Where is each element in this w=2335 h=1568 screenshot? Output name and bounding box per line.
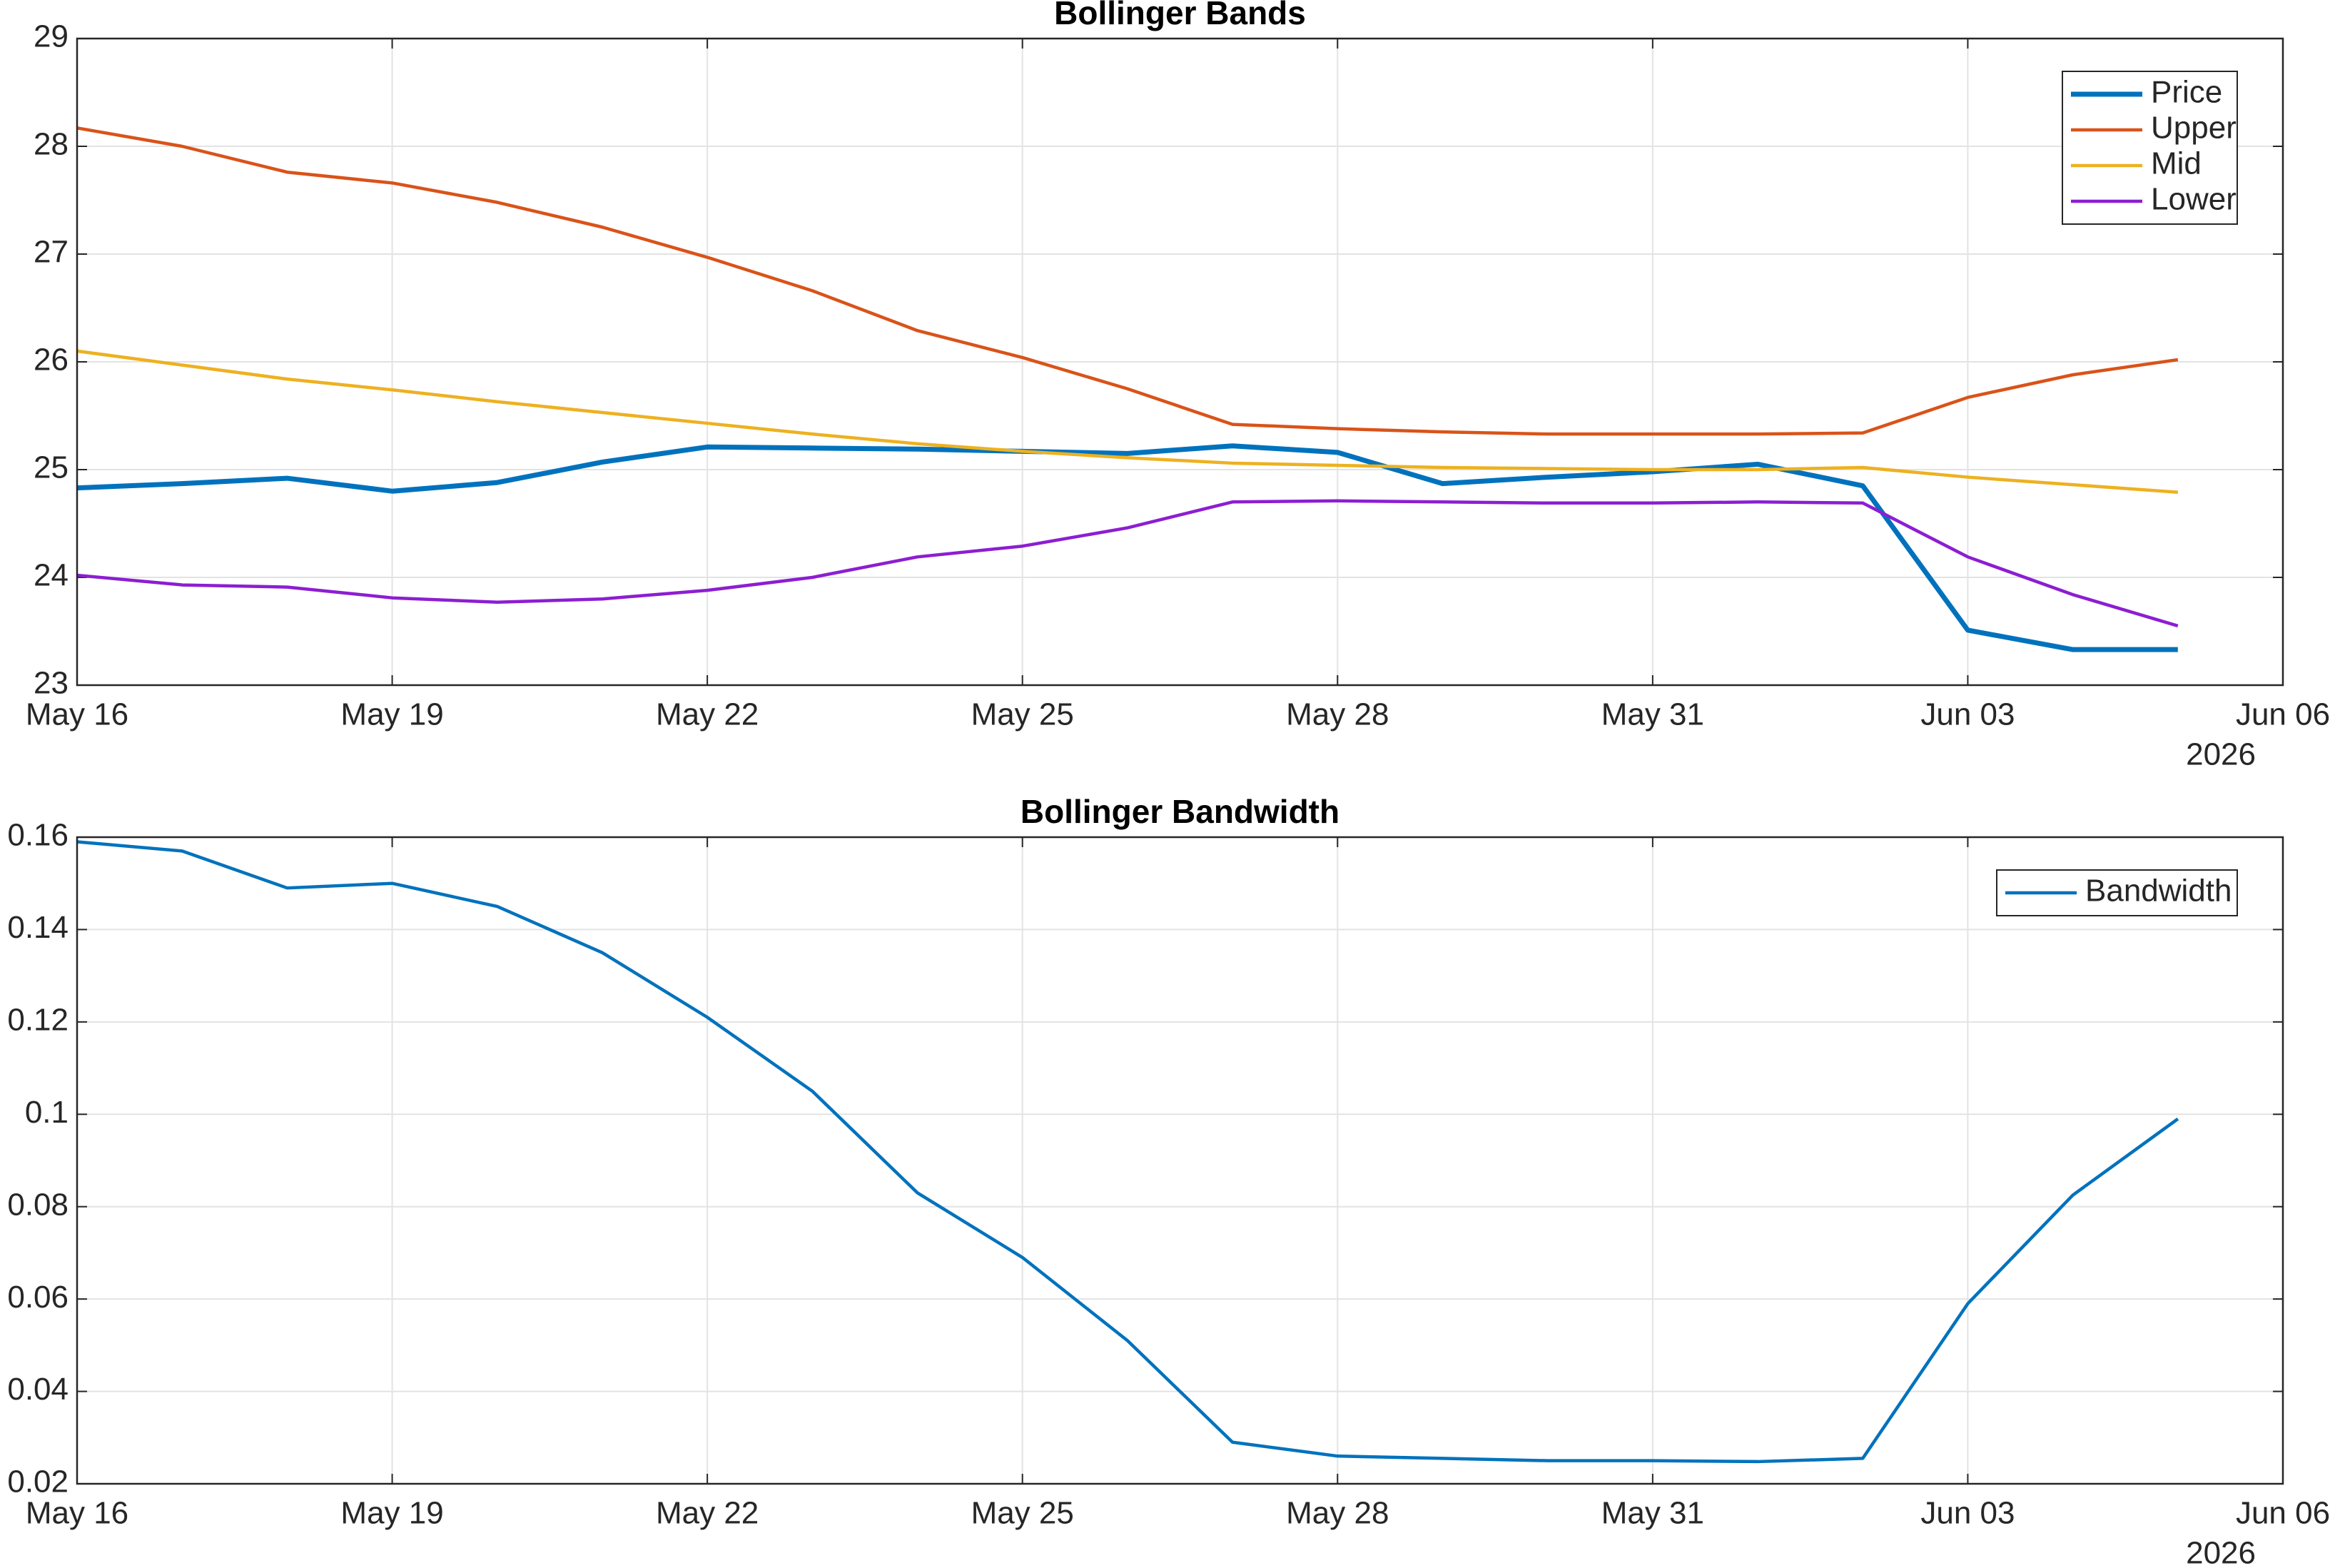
- x-tick-label: May 19: [340, 697, 443, 732]
- chart-title: Bollinger Bands: [1054, 0, 1306, 31]
- series-line: [76, 499, 2179, 628]
- x-tick-label: May 22: [656, 1496, 759, 1531]
- y-tick-label: 0.04: [7, 1372, 69, 1407]
- y-tick-label: 0.06: [7, 1280, 69, 1315]
- series-line: [76, 349, 2178, 494]
- y-tick-label: 26: [34, 343, 69, 378]
- x-tick-label: May 16: [26, 1496, 128, 1531]
- x-year-label: 2026: [2186, 1536, 2256, 1568]
- legend-label: Upper: [2151, 111, 2237, 146]
- y-tick-label: 29: [34, 19, 69, 54]
- series-line: [76, 126, 2179, 436]
- series-line: [76, 443, 2178, 652]
- legend-label: Bandwidth: [2085, 874, 2232, 909]
- y-tick-label: 0.12: [7, 1002, 69, 1037]
- legend-label: Price: [2151, 75, 2222, 110]
- x-tick-label: May 16: [26, 697, 128, 732]
- series-line: [76, 840, 2179, 1464]
- y-tick-label: 23: [34, 666, 69, 701]
- x-year-label: 2026: [2186, 737, 2256, 772]
- chart-title: Bollinger Bandwidth: [1020, 793, 1339, 830]
- y-tick-label: 25: [34, 450, 69, 485]
- x-tick-label: Jun 06: [2236, 1496, 2330, 1531]
- x-tick-label: May 19: [340, 1496, 443, 1531]
- x-tick-label: Jun 06: [2236, 697, 2330, 732]
- x-tick-label: May 28: [1286, 1496, 1389, 1531]
- x-tick-label: May 31: [1601, 1496, 1704, 1531]
- y-tick-label: 27: [34, 235, 69, 270]
- x-tick-label: May 22: [656, 697, 759, 732]
- legend-label: Mid: [2151, 146, 2202, 181]
- x-tick-label: Jun 03: [1920, 1496, 2015, 1531]
- x-tick-label: May 25: [971, 1496, 1074, 1531]
- legend-box: [2062, 71, 2238, 225]
- y-tick-label: 0.02: [7, 1465, 69, 1499]
- x-tick-label: May 28: [1286, 697, 1389, 732]
- y-tick-label: 28: [34, 127, 69, 162]
- y-tick-label: 0.08: [7, 1187, 69, 1222]
- x-tick-label: May 31: [1601, 697, 1704, 732]
- y-tick-label: 0.14: [7, 910, 69, 945]
- plot-box: [76, 37, 2284, 687]
- y-tick-label: 24: [34, 558, 69, 593]
- plot-box: [76, 836, 2284, 1485]
- x-tick-label: May 25: [971, 697, 1074, 732]
- y-tick-label: 0.16: [7, 818, 69, 853]
- x-tick-label: Jun 03: [1920, 697, 2015, 732]
- legend-label: Lower: [2151, 182, 2237, 217]
- y-tick-label: 0.1: [25, 1095, 69, 1130]
